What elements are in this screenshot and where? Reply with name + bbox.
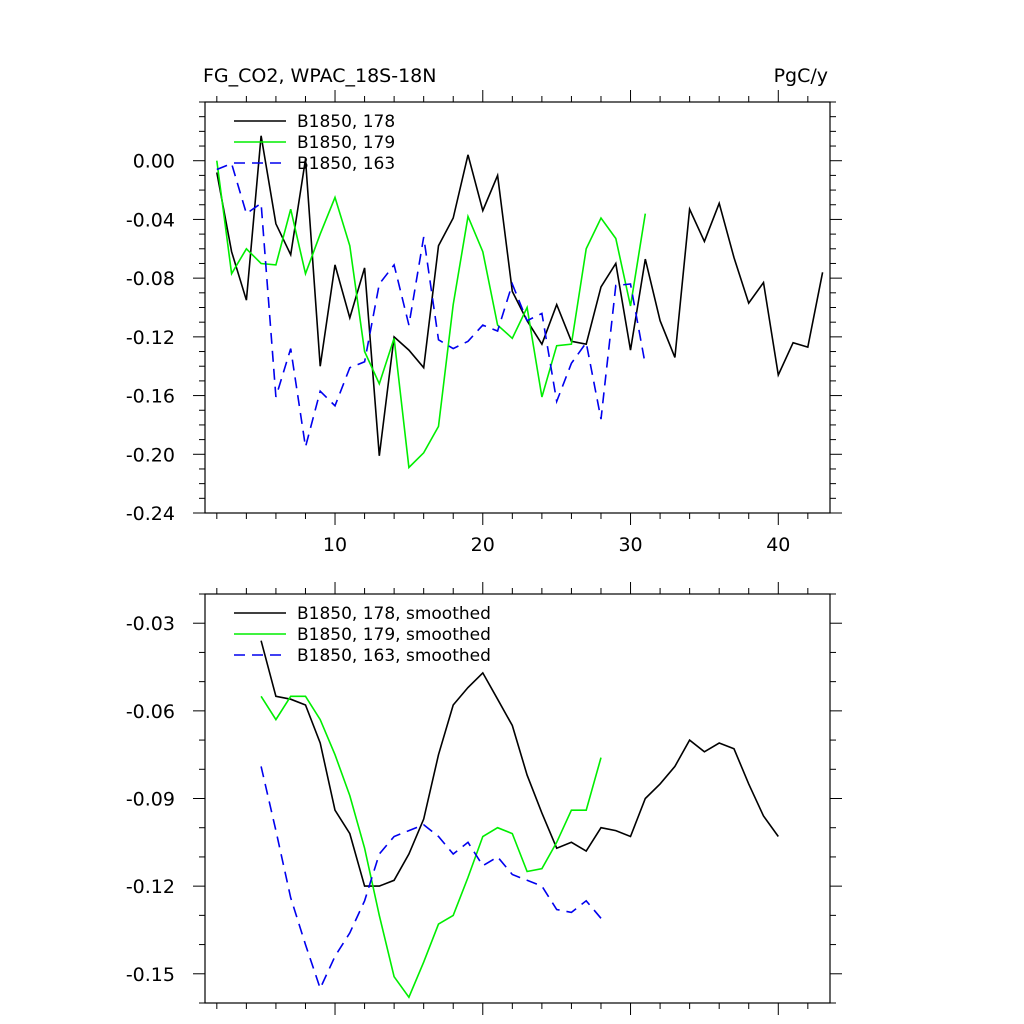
chart-title: FG_CO2, WPAC_18S-18N	[203, 65, 436, 87]
y-tick-label: -0.15	[126, 964, 175, 986]
y-tick-label: 0.00	[133, 151, 175, 173]
legend-label: B1850, 179	[297, 133, 395, 153]
x-tick-label: 40	[766, 534, 790, 556]
series-line-0	[260, 640, 779, 887]
legend-label: B1850, 179, smoothed	[297, 625, 491, 645]
y-tick-label: -0.03	[126, 613, 175, 635]
units-label: PgC/y	[774, 65, 828, 87]
y-tick-label: -0.20	[126, 444, 175, 466]
x-tick-label: 30	[618, 534, 642, 556]
y-tick-label: -0.24	[126, 503, 175, 525]
x-tick-label: 20	[471, 534, 495, 556]
series-line-0	[216, 135, 824, 456]
series-line-1	[216, 160, 647, 470]
legend-label: B1850, 163	[297, 154, 395, 174]
legend-label: B1850, 163, smoothed	[297, 646, 491, 666]
x-tick-label: 10	[323, 534, 347, 556]
y-tick-label: -0.04	[126, 209, 175, 231]
y-tick-label: -0.09	[126, 789, 175, 811]
y-tick-label: -0.16	[126, 386, 175, 408]
y-tick-label: -0.12	[126, 327, 175, 349]
y-tick-label: -0.06	[126, 701, 175, 723]
series-line-1	[260, 695, 602, 999]
legend-label: B1850, 178	[297, 112, 395, 132]
series-line-2	[260, 766, 602, 991]
series-line-2	[216, 162, 647, 448]
y-tick-label: -0.12	[126, 876, 175, 898]
y-tick-label: -0.08	[126, 268, 175, 290]
bottom-panel: -0.03 -0.06 -0.09 -0.12 -0.15 B1850, 178, smo…	[126, 582, 842, 1015]
top-panel: FG_CO2, WPAC_18S-18N PgC/y 10 20 30 40 0.00 -0.…	[126, 65, 842, 556]
legend-label: B1850, 178, smoothed	[297, 604, 491, 624]
